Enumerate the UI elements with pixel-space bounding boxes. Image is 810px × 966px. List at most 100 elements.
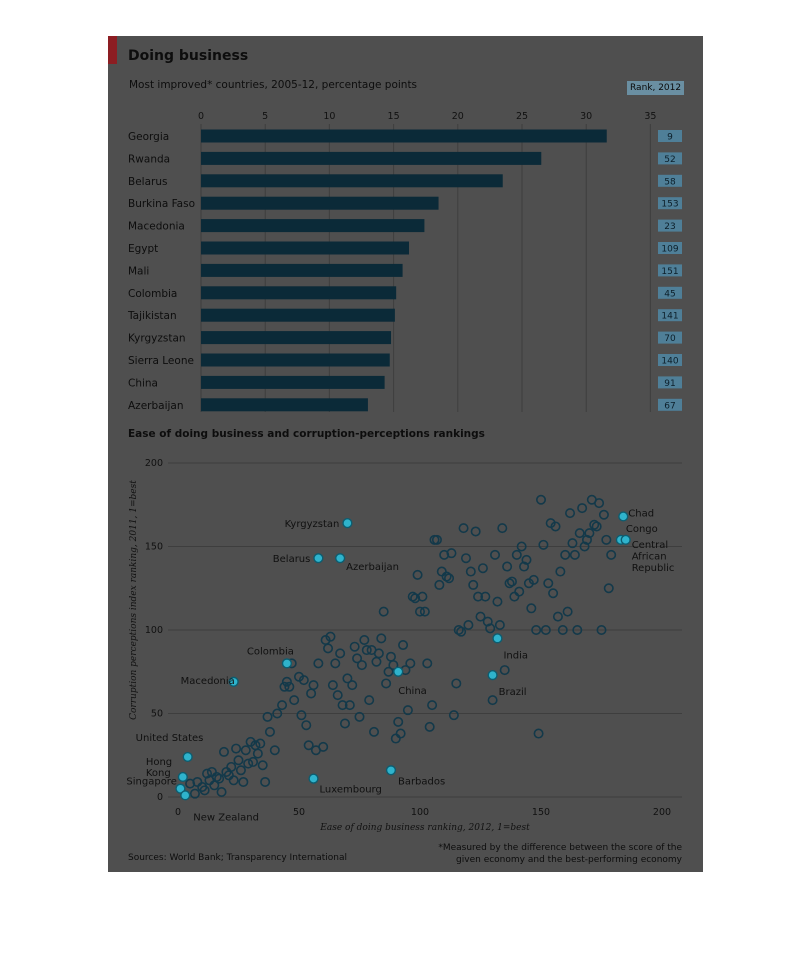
scatter-point bbox=[603, 583, 614, 594]
point-label: Congo bbox=[626, 524, 658, 535]
scatter-point bbox=[419, 606, 430, 617]
category-label: Rwanda bbox=[128, 153, 170, 165]
rank-value: 70 bbox=[664, 334, 676, 344]
x-tick-label: 30 bbox=[580, 111, 592, 122]
scatter-point bbox=[272, 708, 283, 719]
scatter-point bbox=[412, 569, 423, 580]
scatter-point bbox=[548, 588, 559, 599]
scatter-point bbox=[388, 660, 399, 671]
point-label: Kong bbox=[146, 768, 171, 779]
rank-value: 109 bbox=[661, 245, 678, 255]
rank-box bbox=[658, 174, 682, 187]
rank-value: 9 bbox=[667, 133, 673, 143]
scatter-point bbox=[347, 680, 358, 691]
scatter-point bbox=[557, 624, 568, 635]
scatter-point bbox=[577, 503, 588, 514]
chart-title: Doing business bbox=[128, 48, 249, 64]
scatter-point bbox=[378, 606, 389, 617]
scatter-point bbox=[584, 528, 595, 539]
category-label: Egypt bbox=[128, 243, 158, 255]
scatter-point bbox=[325, 631, 336, 642]
point-label: Belarus bbox=[273, 554, 311, 565]
rank-box bbox=[658, 197, 682, 210]
scatter-point bbox=[402, 705, 413, 716]
bar bbox=[201, 375, 385, 389]
scatter-point bbox=[393, 716, 404, 727]
scatter-point bbox=[284, 681, 295, 692]
rank-box bbox=[658, 242, 682, 254]
scatter-point bbox=[410, 593, 421, 604]
scatter-point bbox=[424, 721, 435, 732]
scatter-point bbox=[301, 720, 312, 731]
rank-value: 91 bbox=[664, 379, 675, 389]
bar bbox=[201, 353, 390, 367]
scatter-point bbox=[356, 660, 367, 671]
scatter-point bbox=[516, 541, 527, 552]
scatter-point bbox=[364, 695, 375, 706]
rank-value: 58 bbox=[664, 177, 676, 187]
scatter-point bbox=[381, 678, 392, 689]
rank-box bbox=[658, 219, 682, 232]
scatter-point bbox=[439, 549, 450, 560]
scatter-point bbox=[369, 726, 380, 737]
highlighted-point bbox=[620, 534, 631, 545]
scatter-point bbox=[243, 758, 254, 769]
scatter-point bbox=[422, 658, 433, 669]
point-label: Brazil bbox=[499, 687, 527, 698]
category-label: Sierra Leone bbox=[128, 355, 194, 367]
rank-box bbox=[658, 309, 682, 322]
scatter-point bbox=[444, 573, 455, 584]
scatter-point bbox=[262, 711, 273, 722]
x-tick-label: 35 bbox=[644, 111, 656, 122]
scatter-point bbox=[354, 711, 365, 722]
scatter-point bbox=[226, 761, 237, 772]
scatter-point bbox=[376, 633, 387, 644]
scatter-point bbox=[337, 700, 348, 711]
bar bbox=[201, 286, 397, 300]
scatter-point bbox=[528, 574, 539, 585]
rank-value: 23 bbox=[664, 222, 675, 232]
x-tick-label: 20 bbox=[452, 111, 464, 122]
scatter-point bbox=[385, 651, 396, 662]
category-label: Burkina Faso bbox=[128, 198, 195, 210]
y-axis-label: Corruption perceptions index ranking, 20… bbox=[129, 480, 139, 720]
category-label: Georgia bbox=[128, 131, 169, 143]
scatter-point bbox=[526, 603, 537, 614]
scatter-point bbox=[555, 566, 566, 577]
scatter-point bbox=[601, 534, 612, 545]
scatter-point bbox=[414, 606, 425, 617]
scatter-point bbox=[533, 728, 544, 739]
rank-value: 67 bbox=[664, 401, 675, 411]
scatter-point bbox=[390, 733, 401, 744]
scatter-point bbox=[238, 776, 249, 787]
scatter-point bbox=[323, 643, 334, 654]
category-label: Macedonia bbox=[128, 221, 185, 233]
scatter-point bbox=[475, 611, 486, 622]
x-tick-label: 100 bbox=[411, 807, 429, 818]
category-label: Colombia bbox=[128, 288, 177, 300]
rank-value: 151 bbox=[661, 267, 678, 277]
point-label: Colombia bbox=[247, 646, 294, 657]
highlighted-point bbox=[182, 751, 193, 763]
scatter-point bbox=[543, 578, 554, 589]
bar bbox=[201, 331, 392, 345]
x-tick-label: 15 bbox=[388, 111, 400, 122]
x-tick-label: 0 bbox=[198, 111, 204, 122]
scatter-point bbox=[485, 623, 496, 634]
point-label: Azerbaijan bbox=[346, 562, 399, 573]
rank-box bbox=[658, 286, 682, 299]
scatter-point bbox=[252, 748, 263, 759]
scatter-point bbox=[352, 653, 363, 664]
scatter-point bbox=[398, 640, 409, 651]
scatter-point bbox=[332, 690, 343, 701]
point-label: African bbox=[632, 551, 667, 562]
scatter-point bbox=[460, 553, 471, 564]
scatter-point bbox=[255, 738, 266, 749]
scatter-point bbox=[453, 624, 464, 635]
bar bbox=[201, 151, 542, 165]
scatter-point bbox=[359, 635, 370, 646]
scatter-point bbox=[318, 741, 329, 752]
scatter-point bbox=[296, 710, 307, 721]
scatter-point bbox=[477, 563, 488, 574]
